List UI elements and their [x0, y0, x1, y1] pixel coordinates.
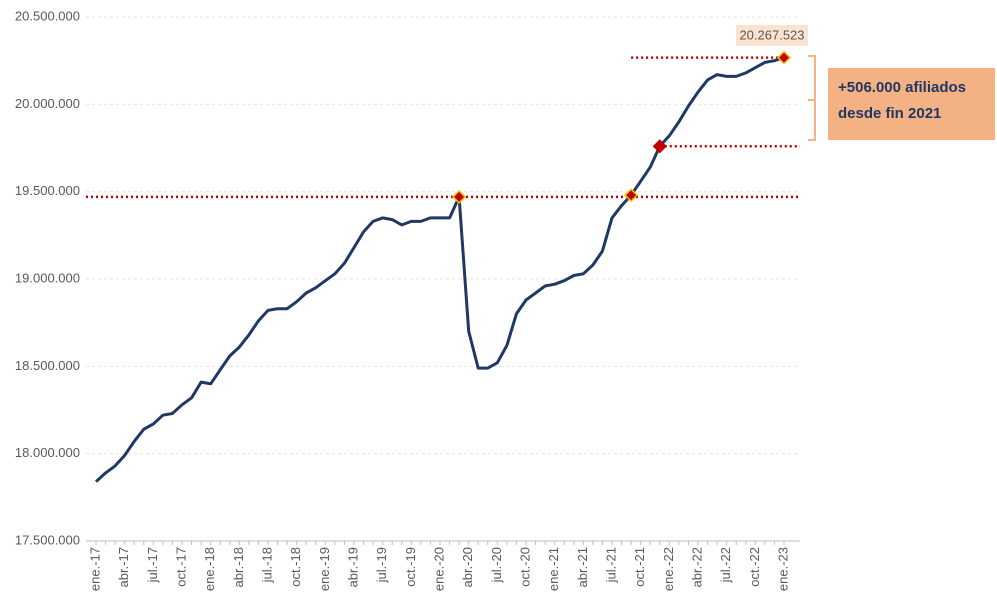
x-tick-label: oct.-22	[747, 547, 762, 587]
x-tick-label: jul.-18	[259, 547, 274, 583]
x-tick-label: abr.-19	[345, 547, 360, 587]
x-tick-label: ene.-22	[661, 547, 676, 591]
x-tick-label: jul.-17	[145, 547, 160, 583]
x-tick-label: oct.-19	[403, 547, 418, 587]
x-tick-label: jul.-20	[489, 547, 504, 583]
bracket	[808, 55, 816, 141]
y-tick-label: 18.500.000	[15, 358, 80, 373]
y-tick-label: 17.500.000	[15, 532, 80, 547]
annotation-box	[828, 68, 995, 140]
y-tick-label: 19.000.000	[15, 270, 80, 285]
y-tick-label: 20.500.000	[15, 8, 80, 23]
x-tick-label: jul.-21	[603, 547, 618, 583]
x-tick-label: jul.-19	[374, 547, 389, 583]
x-tick-label: ene.-17	[87, 547, 102, 591]
x-tick-label: ene.-18	[202, 547, 217, 591]
x-tick-label: ene.-21	[546, 547, 561, 591]
value-label-box	[736, 25, 808, 46]
x-tick-label: ene.-20	[431, 547, 446, 591]
y-tick-label: 19.500.000	[15, 183, 80, 198]
x-tick-label: abr.-22	[689, 547, 704, 587]
highlight-marker	[652, 139, 667, 154]
data-line	[94, 56, 785, 483]
x-tick-label: oct.-18	[288, 547, 303, 587]
x-tick-label: abr.-18	[231, 547, 246, 587]
x-tick-label: oct.-17	[173, 547, 188, 587]
highlight-marker	[624, 188, 639, 203]
x-tick-label: abr.-21	[575, 547, 590, 587]
x-tick-label: oct.-20	[517, 547, 532, 587]
x-tick-label: jul.-22	[718, 547, 733, 583]
annotation: +506.000 afiliados	[838, 79, 966, 96]
value-label: 20.267.523	[739, 27, 804, 42]
highlight-marker	[776, 50, 792, 65]
x-tick-label: ene.-19	[317, 547, 332, 591]
x-tick-label: ene.-23	[775, 547, 790, 591]
annotation: desde fin 2021	[838, 105, 941, 122]
y-tick-label: 18.000.000	[15, 445, 80, 460]
x-tick-label: abr.-20	[460, 547, 475, 587]
x-tick-label: abr.-17	[116, 547, 131, 587]
highlight-marker	[452, 189, 467, 204]
x-tick-label: oct.-21	[632, 547, 647, 587]
y-tick-label: 20.000.000	[15, 96, 80, 111]
